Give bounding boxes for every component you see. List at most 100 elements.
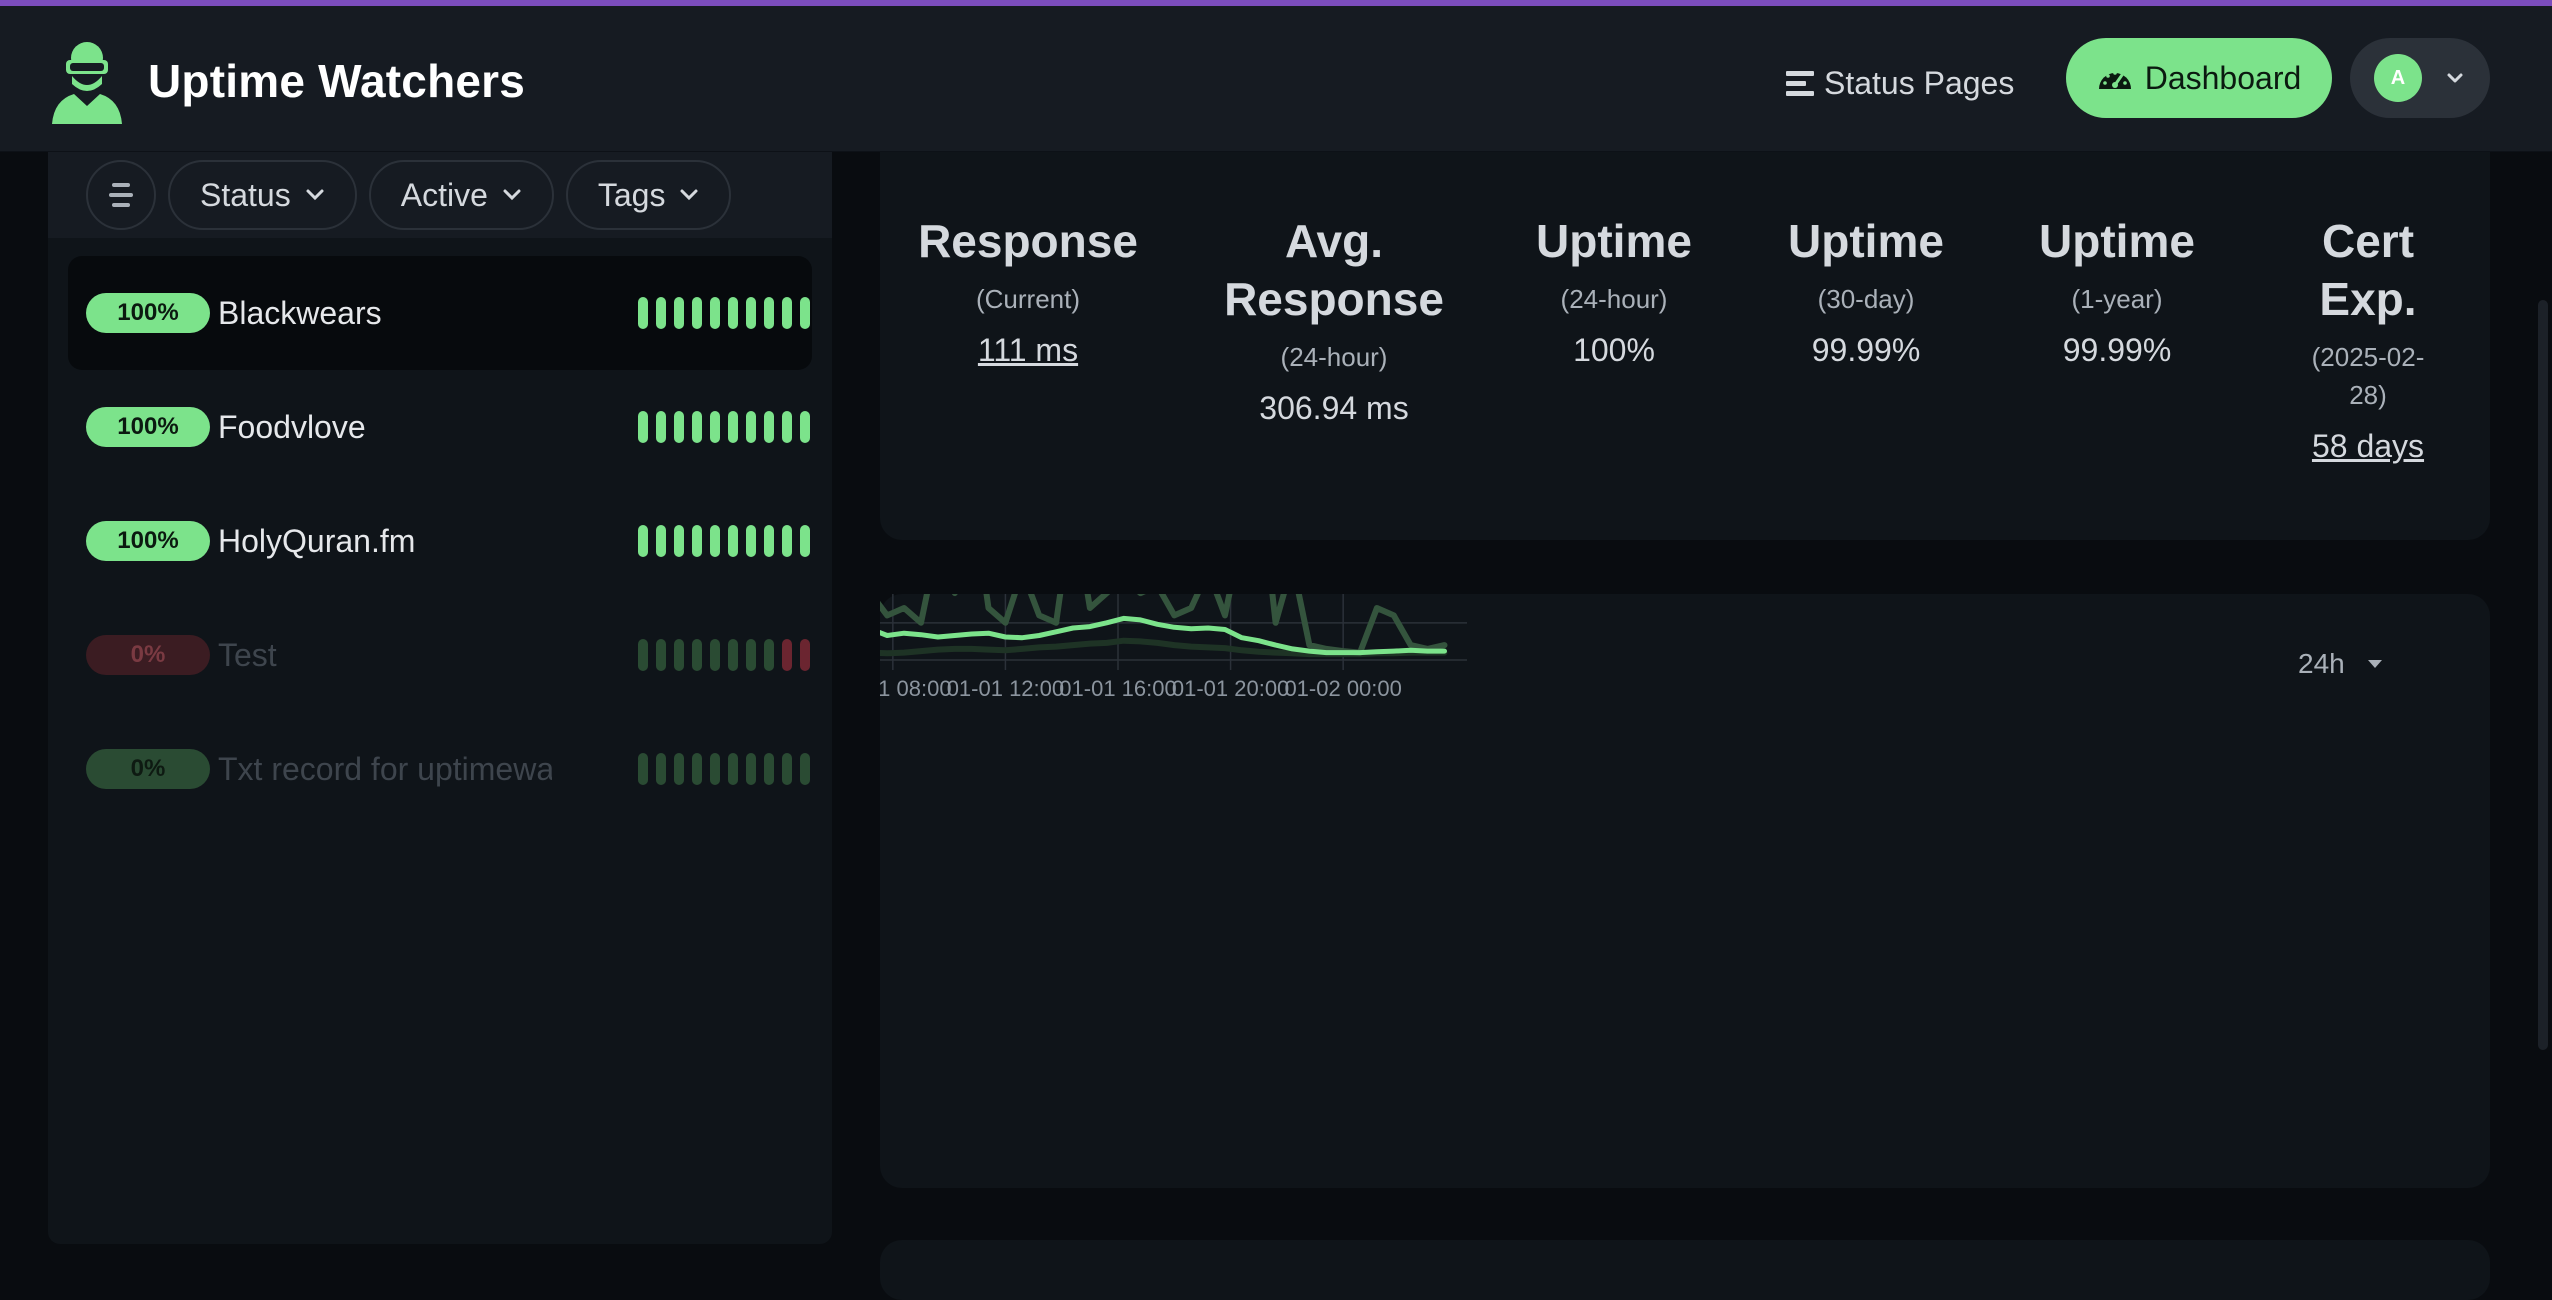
stat-value: 100% (1573, 332, 1655, 368)
stat-value-link[interactable]: 111 ms (977, 332, 1079, 368)
stat-subheading: (30-day) (1817, 284, 1915, 314)
filter-bar: Status Active Tags (48, 152, 832, 238)
select-mode-button[interactable] (86, 160, 156, 230)
status-pages-label: Status Pages (1824, 64, 2015, 101)
heartbeat-up (674, 411, 684, 443)
heartbeat-up (710, 525, 720, 557)
stats-card: Response (Current) 111 ms Avg. Response … (880, 152, 2490, 540)
heartbeat-up (674, 525, 684, 557)
stat-uptime-1y: Uptime (1-year) 99.99% (2039, 212, 2195, 369)
scrollbar[interactable] (2538, 300, 2548, 1050)
stat-uptime-24h: Uptime (24-hour) 100% (1536, 212, 1692, 369)
stat-value-link[interactable]: 58 days (2311, 428, 2425, 464)
x-tick-label: 01-01 08:00 (880, 676, 952, 701)
heartbeat-up (674, 753, 684, 785)
profile-dropdown[interactable]: A (2350, 38, 2490, 118)
heartbeat-up (782, 525, 792, 557)
dashboard-label: Dashboard (2144, 59, 2302, 96)
heartbeat-up (764, 525, 774, 557)
active-filter-label: Active (400, 176, 488, 213)
list-icon (1786, 70, 1814, 96)
heartbeat-up (800, 411, 810, 443)
monitor-item-blackwears[interactable]: 100% Blackwears (68, 256, 812, 370)
stat-value: 306.94 ms (1259, 390, 1409, 426)
heartbeat-up (746, 639, 756, 671)
heartbeat-up (692, 525, 702, 557)
monitor-item-holyquran[interactable]: 100% HolyQuran.fm (68, 484, 812, 598)
heartbeat-up (800, 753, 810, 785)
monitor-list-panel: Status Active Tags 100% Blackwears 100% … (48, 152, 832, 1244)
heartbeat-up (728, 639, 738, 671)
heartbeat-up (638, 411, 648, 443)
stat-avg-response: Avg. Response (24-hour) 306.94 ms (1219, 212, 1449, 427)
heartbeat-up (764, 297, 774, 329)
heartbeat-up (782, 297, 792, 329)
heartbeat-up (638, 753, 648, 785)
heartbeat-up (728, 753, 738, 785)
heartbeat-down (782, 639, 792, 671)
heartbeat-up (746, 297, 756, 329)
stat-uptime-30d: Uptime (30-day) 99.99% (1788, 212, 1944, 369)
heartbeat-up (710, 639, 720, 671)
heartbeat-up (764, 639, 774, 671)
heartbeat-bar (638, 297, 810, 329)
active-filter-dropdown[interactable]: Active (368, 160, 554, 230)
brand[interactable]: Uptime Watchers (48, 36, 525, 126)
monitor-list: 100% Blackwears 100% Foodvlove 100% Holy… (48, 256, 832, 826)
stat-heading: Uptime (2039, 215, 2195, 267)
heartbeat-up (800, 297, 810, 329)
heartbeat-up (746, 411, 756, 443)
heartbeat-up (746, 525, 756, 557)
status-filter-dropdown[interactable]: Status (168, 160, 357, 230)
stat-cert-expiry: Cert Exp. (2025-02-28) 58 days (2293, 212, 2443, 465)
status-filter-label: Status (200, 176, 291, 213)
monitor-name: Foodvlove (218, 408, 366, 445)
stat-subheading: (2025-02-28) (2311, 342, 2425, 410)
status-pages-link[interactable]: Status Pages (1786, 58, 2014, 108)
x-tick-label: 01-01 12:00 (947, 676, 1064, 701)
x-tick-label: 01-02 00:00 (1284, 676, 1401, 701)
monitor-item-txt-record[interactable]: 0% Txt record for uptimewa (68, 712, 812, 826)
heartbeat-up (782, 411, 792, 443)
heartbeat-up (728, 525, 738, 557)
stat-heading: Uptime (1536, 215, 1692, 267)
stat-subheading: (24-hour) (1280, 342, 1388, 372)
monitor-item-foodvlove[interactable]: 100% Foodvlove (68, 370, 812, 484)
stat-subheading: (1-year) (2071, 284, 2163, 314)
heartbeat-up (710, 411, 720, 443)
top-navbar: Uptime Watchers Status Pages Dashboard A (0, 6, 2552, 152)
events-card (880, 1240, 2490, 1300)
heartbeat-up (692, 639, 702, 671)
stat-heading: Avg. Response (1224, 215, 1444, 325)
heartbeat-up (638, 297, 648, 329)
stat-value: 99.99% (1811, 332, 1921, 368)
heartbeat-up (638, 639, 648, 671)
list-check-icon (109, 183, 133, 207)
heartbeat-bar (638, 639, 810, 671)
heartbeat-up (782, 753, 792, 785)
heartbeat-bar (638, 411, 810, 443)
monitor-item-test[interactable]: 0% Test (68, 598, 812, 712)
heartbeat-up (692, 297, 702, 329)
tags-filter-label: Tags (597, 176, 666, 213)
heartbeat-up (764, 753, 774, 785)
monitor-name: Test (218, 636, 277, 673)
monitor-name: Txt record for uptimewa (218, 750, 552, 787)
caret-down-icon (2367, 660, 2382, 668)
heartbeat-up (728, 411, 738, 443)
series-line-0 (880, 615, 1447, 656)
heartbeat-down (800, 639, 810, 671)
x-tick-label: 01-01 16:00 (1059, 676, 1176, 701)
tags-filter-dropdown[interactable]: Tags (565, 160, 732, 230)
range-dropdown[interactable]: 24h (2298, 644, 2383, 684)
heartbeat-bar (638, 525, 810, 557)
series-line-1 (880, 594, 1448, 656)
heartbeat-up (674, 639, 684, 671)
stat-value: 99.99% (2062, 332, 2172, 368)
stat-heading: Response (918, 215, 1138, 267)
heartbeat-up (764, 411, 774, 443)
stat-subheading: (Current) (975, 284, 1081, 314)
dashboard-button[interactable]: Dashboard (2066, 38, 2332, 118)
